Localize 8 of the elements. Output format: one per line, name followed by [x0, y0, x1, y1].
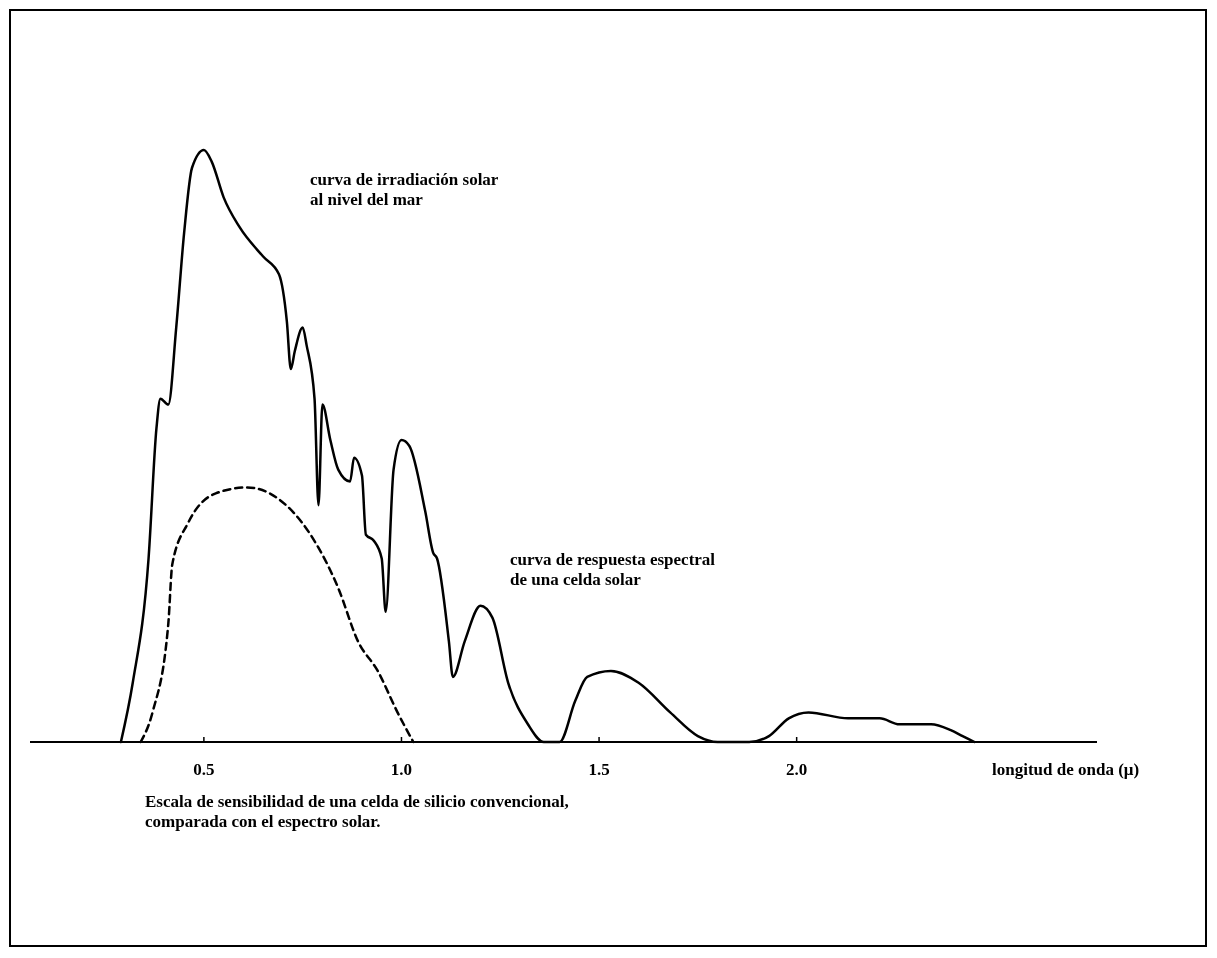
annotation: curva de irradiación solar al nivel del mar	[310, 170, 499, 209]
x-tick-label: 0.5	[193, 760, 215, 779]
x-tick-label: 1.0	[390, 760, 413, 779]
annotation: curva de respuesta espectral de una celda solar	[510, 550, 716, 589]
x-axis-title: longitud de onda (μ)	[992, 760, 1140, 779]
x-tick-label: 2.0	[786, 760, 808, 779]
text: Escala de sensibilidad de una celda de silicio convencional, comparada con el espectro solar.	[145, 792, 569, 831]
x-tick-label: 1.5	[588, 760, 610, 779]
